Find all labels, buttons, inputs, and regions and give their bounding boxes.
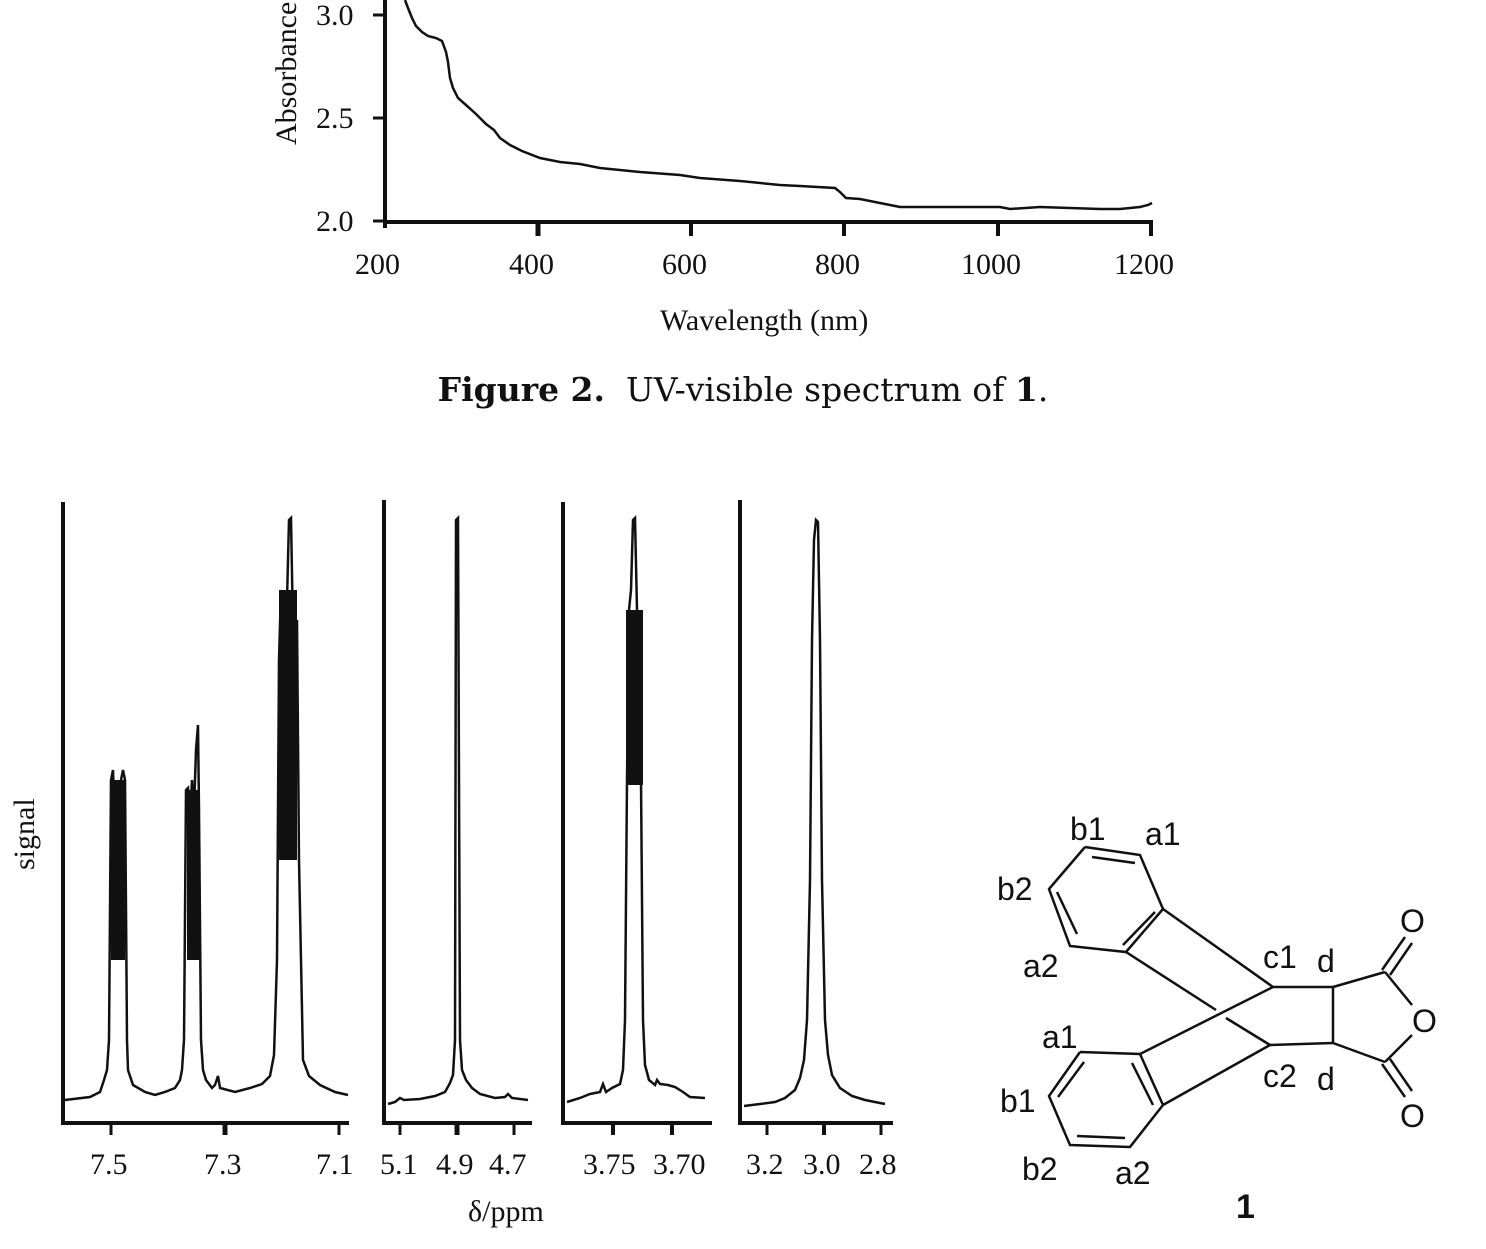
nmr-x-axis-label: δ/ppm (468, 1195, 544, 1228)
nmr-chart: signal (8, 500, 897, 1228)
y-tick-3.0: 3.0 (316, 0, 354, 32)
nmr-y-axis-label: signal (8, 798, 41, 870)
caption-compound: 1 (1014, 370, 1038, 409)
tick-3.0: 3.0 (803, 1148, 841, 1181)
nmr-panel-4.9 (387, 514, 529, 1106)
nmr-tick-labels: 7.5 7.3 7.1 5.1 4.9 4.7 3.75 3.70 3.2 3.… (90, 1148, 897, 1181)
label-c2: c2 (1263, 1058, 1297, 1094)
x-tick-200: 200 (355, 248, 400, 281)
nmr-panel-aromatic (64, 515, 349, 1102)
caption-text: UV-visible spectrum of (626, 370, 1005, 409)
y-tick-2.5: 2.5 (316, 102, 354, 135)
tick-2.8: 2.8 (859, 1148, 897, 1181)
figure-label: Figure 2. (437, 370, 606, 409)
x-tick-800: 800 (815, 248, 860, 281)
x-tick-labels: 200 400 600 800 1000 1200 (355, 248, 1174, 281)
tick-7.1: 7.1 (316, 1148, 354, 1181)
label-o-top: O (1400, 903, 1425, 939)
figure-caption: Figure 2. UV-visible spectrum of 1. (0, 370, 1486, 409)
structure-bonds (1047, 845, 1414, 1149)
label-a2-bottom: a2 (1115, 1155, 1151, 1191)
label-a2-top: a2 (1023, 948, 1059, 984)
tick-3.70: 3.70 (653, 1148, 706, 1181)
nmr-panel-3.74 (566, 515, 706, 1104)
compound-number: 1 (1236, 1188, 1255, 1226)
label-a1-top: a1 (1145, 816, 1181, 852)
tick-5.1: 5.1 (380, 1148, 418, 1181)
structure-labels: b1 a1 b2 a2 a1 b1 b2 a2 c1 c2 d d O O O (997, 811, 1437, 1191)
caption-period: . (1037, 370, 1049, 409)
label-o-bottom: O (1400, 1098, 1425, 1134)
uv-spectrum-line (403, 0, 1153, 211)
uv-vis-chart: Absorbance 3.0 2.5 2.0 200 400 600 800 1… (270, 0, 1174, 337)
uv-axes (373, 0, 1153, 236)
label-b2-top: b2 (997, 871, 1033, 907)
tick-7.5: 7.5 (90, 1148, 128, 1181)
label-b1-top: b1 (1070, 811, 1106, 847)
tick-4.7: 4.7 (489, 1148, 527, 1181)
tick-4.9: 4.9 (436, 1148, 474, 1181)
x-tick-1200: 1200 (1114, 248, 1174, 281)
label-b1-bottom: b1 (1000, 1083, 1036, 1119)
tick-3.2: 3.2 (746, 1148, 784, 1181)
x-axis-label: Wavelength (nm) (660, 304, 868, 337)
label-o-ring: O (1412, 1003, 1437, 1039)
chemical-structure-1: b1 a1 b2 a2 a1 b1 b2 a2 c1 c2 d d O O O … (997, 811, 1437, 1226)
label-b2-bottom: b2 (1022, 1151, 1058, 1187)
nmr-panel-3.0 (743, 517, 886, 1108)
x-tick-1000: 1000 (961, 248, 1021, 281)
label-c1: c1 (1263, 939, 1297, 975)
x-tick-600: 600 (662, 248, 707, 281)
label-a1-bottom: a1 (1042, 1019, 1078, 1055)
y-axis-label: Absorbance (270, 2, 303, 145)
label-d-top: d (1317, 943, 1335, 979)
tick-3.75: 3.75 (583, 1148, 636, 1181)
tick-7.3: 7.3 (204, 1148, 242, 1181)
x-tick-400: 400 (509, 248, 554, 281)
label-d-bottom: d (1317, 1061, 1335, 1097)
y-tick-2.0: 2.0 (316, 205, 354, 238)
nmr-axes (61, 500, 893, 1135)
